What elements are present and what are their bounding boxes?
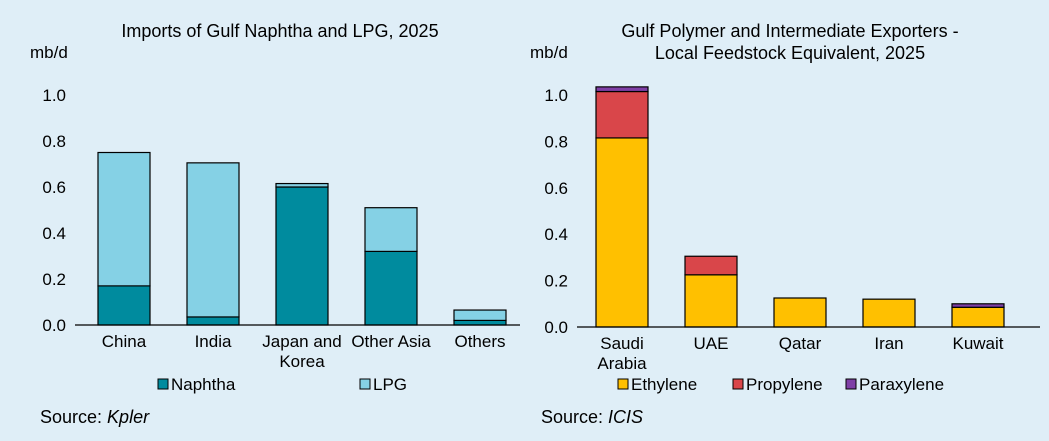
legend-swatch-1-2 bbox=[845, 378, 857, 390]
x-tick-label-0-0-0: China bbox=[102, 332, 147, 351]
x-tick-label-0-3-0: Other Asia bbox=[351, 332, 431, 351]
chart-title-left-line-1: Imports of Gulf Naphtha and LPG, 2025 bbox=[121, 21, 439, 41]
x-tick-label-0-2-0: Japan and bbox=[262, 332, 341, 351]
legend-label-1-0: Ethylene bbox=[631, 375, 697, 394]
chart-title-left: Imports of Gulf Naphtha and LPG, 2025 bbox=[30, 20, 530, 42]
bar-0-lpg-2 bbox=[275, 182, 329, 188]
source-left-name: Kpler bbox=[107, 407, 150, 427]
y-tick-label-0-5: 1.0 bbox=[42, 86, 66, 105]
bar-1-paraxylene-0 bbox=[595, 86, 649, 93]
x-tick-label-1-1-0: UAE bbox=[694, 334, 729, 353]
bar-1-ethylene-4 bbox=[951, 306, 1005, 328]
bar-0-lpg-0 bbox=[97, 151, 151, 287]
y-tick-label-1-5: 1.0 bbox=[544, 86, 568, 105]
y-tick-label-0-1: 0.2 bbox=[42, 270, 66, 289]
x-tick-label-0-2-1: Korea bbox=[279, 352, 325, 371]
bar-1-ethylene-3 bbox=[862, 298, 916, 328]
y-tick-label-1-4: 0.8 bbox=[544, 132, 568, 151]
legend-label-1-1: Propylene bbox=[746, 375, 823, 394]
chart-title-right-line-1: Gulf Polymer and Intermediate Exporters … bbox=[621, 21, 959, 41]
y-unit-right: mb/d bbox=[530, 43, 568, 62]
bar-1-ethylene-2 bbox=[773, 297, 827, 328]
y-tick-label-0-3: 0.6 bbox=[42, 178, 66, 197]
y-tick-label-0-2: 0.4 bbox=[42, 224, 66, 243]
x-tick-label-1-3-0: Iran bbox=[874, 334, 903, 353]
x-tick-label-1-2-0: Qatar bbox=[779, 334, 822, 353]
legend-swatch-0-1 bbox=[359, 378, 371, 390]
x-tick-label-0-1-0: India bbox=[195, 332, 232, 351]
source-right-name: ICIS bbox=[608, 407, 644, 427]
chart-left: 0.0 0.2 0.4 0.6 0.8 1.0 China India Japan andKor… bbox=[42, 86, 520, 394]
y-tick-label-1-0: 0.0 bbox=[544, 318, 568, 337]
y-unit-left: mb/d bbox=[30, 43, 68, 62]
bar-0-naphtha-2 bbox=[275, 186, 329, 326]
bar-0-lpg-4 bbox=[453, 309, 507, 321]
chart-title-right: Gulf Polymer and Intermediate Exporters … bbox=[540, 20, 1040, 64]
y-tick-label-0-0: 0.0 bbox=[42, 316, 66, 335]
y-tick-label-1-3: 0.6 bbox=[544, 179, 568, 198]
legend-label-1-2: Paraxylene bbox=[859, 375, 944, 394]
x-tick-label-1-4-0: Kuwait bbox=[952, 334, 1003, 353]
legend-label-0-1: LPG bbox=[373, 375, 407, 394]
bar-1-ethylene-0 bbox=[595, 137, 649, 328]
source-right: Source: ICIS bbox=[541, 406, 643, 428]
y-tick-label-1-2: 0.4 bbox=[544, 225, 568, 244]
legend-swatch-0-0 bbox=[157, 378, 169, 390]
y-tick-label-1-1: 0.2 bbox=[544, 272, 568, 291]
legend-label-0-0: Naphtha bbox=[171, 375, 236, 394]
legend-swatch-1-1 bbox=[732, 378, 744, 390]
bar-0-naphtha-3 bbox=[364, 250, 418, 326]
legend-swatch-1-0 bbox=[617, 378, 629, 390]
x-tick-label-0-4-0: Others bbox=[454, 332, 505, 351]
bar-0-naphtha-1 bbox=[186, 316, 240, 326]
bar-0-naphtha-4 bbox=[453, 319, 507, 326]
source-left-prefix: Source: bbox=[40, 407, 108, 427]
bar-0-naphtha-0 bbox=[97, 285, 151, 326]
y-tick-label-0-4: 0.8 bbox=[42, 132, 66, 151]
source-right-prefix: Source: bbox=[541, 407, 609, 427]
bar-1-paraxylene-4 bbox=[951, 303, 1005, 308]
bar-1-ethylene-1 bbox=[684, 274, 738, 328]
x-tick-label-1-0-1: Arabia bbox=[597, 354, 647, 373]
bar-0-lpg-3 bbox=[364, 207, 418, 252]
chart-title-right-line-2: Local Feedstock Equivalent, 2025 bbox=[654, 43, 926, 63]
source-left: Source: Kpler bbox=[40, 406, 149, 428]
bar-0-lpg-1 bbox=[186, 162, 240, 318]
x-tick-label-1-0-0: Saudi bbox=[600, 334, 643, 353]
bar-1-propylene-1 bbox=[684, 255, 738, 276]
bar-1-propylene-0 bbox=[595, 90, 649, 139]
